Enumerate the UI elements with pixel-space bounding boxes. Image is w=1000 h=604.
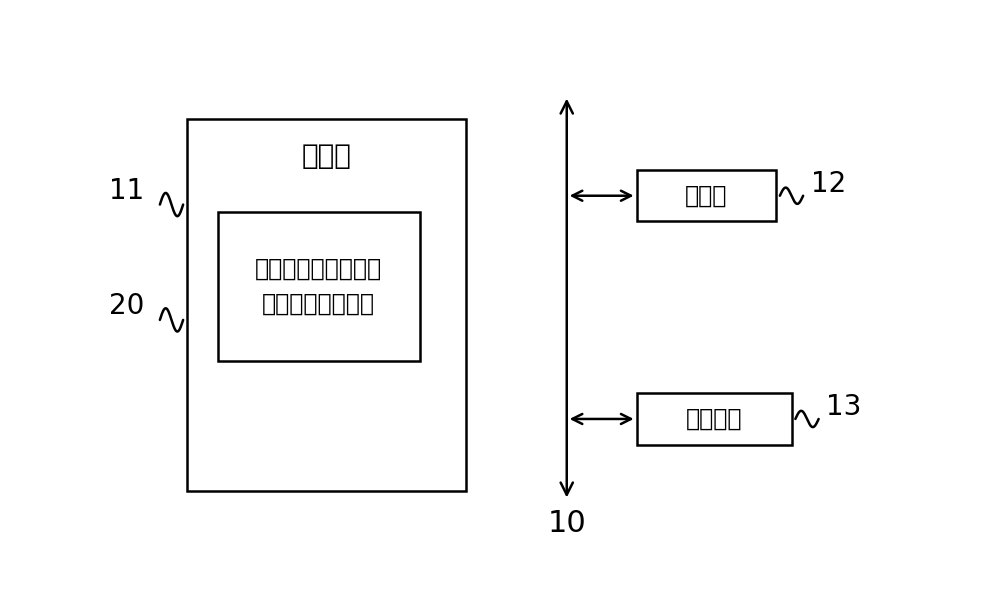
Bar xyxy=(637,393,792,445)
Text: 11: 11 xyxy=(109,176,144,205)
Bar xyxy=(187,119,466,491)
Text: 12: 12 xyxy=(811,170,846,198)
Text: 13: 13 xyxy=(826,393,862,422)
Text: 桥的施工监测装置: 桥的施工监测装置 xyxy=(262,292,375,316)
Text: 20: 20 xyxy=(109,292,144,320)
Text: 通信总线: 通信总线 xyxy=(686,407,742,431)
Bar xyxy=(218,212,420,361)
Text: 10: 10 xyxy=(547,509,586,538)
Text: 存储器: 存储器 xyxy=(302,142,351,170)
Text: 处理器: 处理器 xyxy=(685,184,727,208)
Bar xyxy=(637,170,776,221)
Text: 河道内现浇上承式拱: 河道内现浇上承式拱 xyxy=(255,257,382,281)
